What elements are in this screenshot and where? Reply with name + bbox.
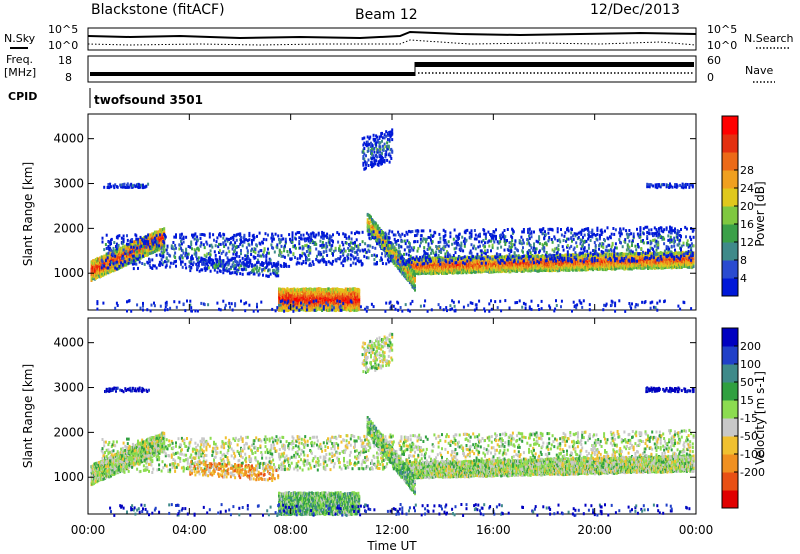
echo-cell bbox=[692, 265, 695, 268]
nave-tick-bottom: 0 bbox=[707, 71, 714, 84]
freq-tick-bottom: 8 bbox=[65, 71, 72, 84]
noise-left-tick-bottom: 10^0 bbox=[48, 39, 78, 52]
echo-cell bbox=[159, 231, 162, 235]
echo-cell bbox=[414, 274, 416, 277]
echo-cell bbox=[600, 258, 603, 262]
noise-sky-trace bbox=[87, 30, 697, 40]
cpid-label: CPID bbox=[8, 90, 37, 103]
freq-trace-after bbox=[415, 62, 694, 67]
cpid-program: twofsound 3501 bbox=[94, 93, 203, 107]
noise-sky-label: N.Sky bbox=[4, 32, 36, 45]
echo-cell bbox=[692, 259, 695, 263]
freq-label: Freq. bbox=[6, 53, 33, 66]
beam-title: Beam 12 bbox=[355, 7, 418, 23]
echo-cell bbox=[413, 270, 416, 274]
nave-tick-top: 60 bbox=[707, 54, 721, 67]
echo-cell bbox=[587, 264, 590, 268]
noise-panel-frame bbox=[87, 27, 697, 51]
noise-left-tick-top: 10^5 bbox=[48, 23, 78, 36]
date-title: 12/Dec/2013 bbox=[590, 2, 680, 18]
echo-cell bbox=[446, 271, 448, 275]
echo-cell bbox=[120, 247, 123, 251]
echo-cell bbox=[414, 288, 416, 292]
echo-cell bbox=[548, 267, 551, 271]
nave-label: Nave bbox=[745, 64, 773, 77]
echo-cell bbox=[153, 250, 156, 253]
echo-cell bbox=[134, 259, 137, 263]
echo-cell bbox=[147, 253, 150, 257]
echo-cell bbox=[414, 284, 416, 288]
power-panel-frame bbox=[87, 113, 697, 311]
echo-cell bbox=[114, 268, 117, 272]
echo-cell bbox=[108, 260, 111, 264]
echo-cell bbox=[125, 263, 128, 267]
noise-right-tick-bottom: 10^0 bbox=[707, 39, 737, 52]
echo-cell bbox=[558, 269, 561, 273]
echo-cell bbox=[163, 229, 166, 233]
echo-cell bbox=[437, 262, 440, 265]
echo-cell bbox=[116, 265, 119, 269]
radar-title: Blackstone (fitACF) bbox=[91, 2, 225, 18]
freq-tick-top: 18 bbox=[58, 54, 72, 67]
noise-search-trace bbox=[87, 39, 697, 46]
noise-search-label: N.Search bbox=[744, 32, 794, 45]
echo-cell bbox=[455, 265, 458, 269]
noise-right-tick-top: 10^5 bbox=[707, 23, 737, 36]
echo-cell bbox=[112, 269, 115, 273]
freq-unit-label: [MHz] bbox=[4, 66, 36, 79]
power-scatter-layer bbox=[90, 128, 695, 313]
echo-cell bbox=[99, 275, 102, 278]
echo-cell bbox=[163, 227, 166, 231]
freq-trace-before bbox=[90, 72, 415, 76]
freq-panel-frame bbox=[87, 55, 697, 83]
